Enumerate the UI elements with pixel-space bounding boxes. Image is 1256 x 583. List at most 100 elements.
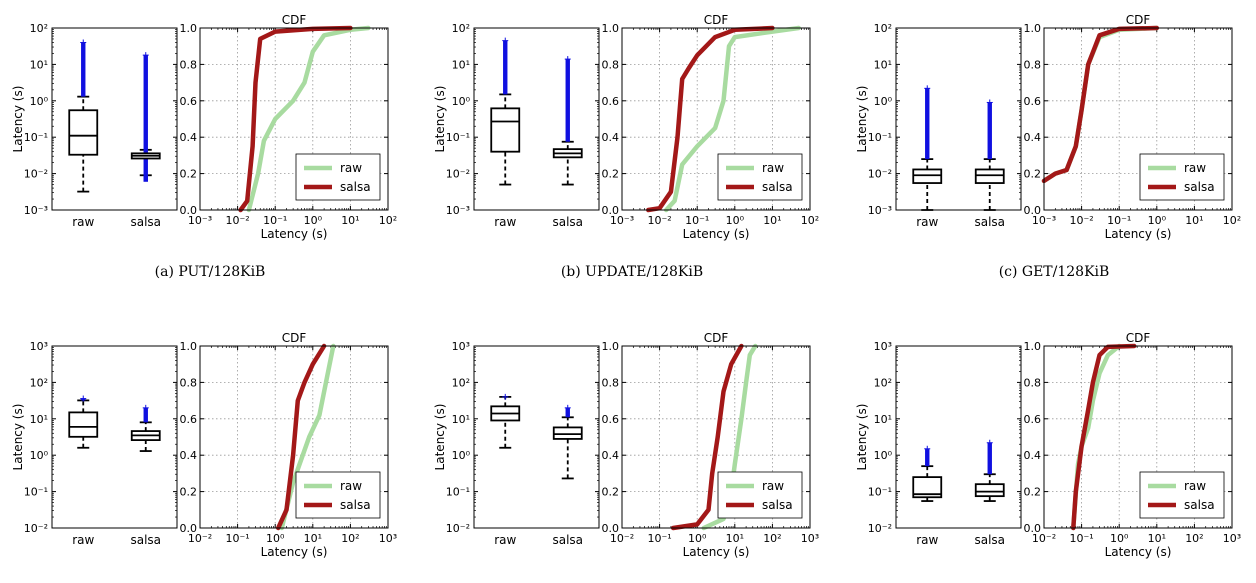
y-tick-label: 1.0 [602, 22, 620, 35]
box-raw [68, 39, 99, 193]
boxplot-panel: 10⁻³ 10⁻² 10⁻¹ 10⁰ 10¹ 10² Latency (s) raw salsa [11, 22, 178, 229]
y-tick-label: 10⁰ [874, 449, 893, 462]
y-tick-label: 0.2 [180, 168, 198, 181]
y-tick-label: 10⁻¹ [868, 131, 892, 144]
cdf-frame [621, 345, 811, 529]
x-tick-label: 10⁻² [610, 532, 634, 545]
x-tick-label: 10² [379, 214, 397, 227]
y-tick-label: 0.4 [602, 131, 620, 144]
legend: raw salsa [717, 153, 803, 201]
subfigure-a: 10⁻³ 10⁻² 10⁻¹ 10⁰ 10¹ 10² Latency (s) raw salsa… [11, 13, 397, 280]
y-tick-label: 0.4 [1024, 131, 1042, 144]
cdf-line-raw [663, 25, 801, 213]
cdf-x-axis-label: Latency (s) [1105, 545, 1172, 559]
y-tick-label: 10⁻³ [24, 204, 48, 217]
y-tick-label: 0.2 [602, 168, 620, 181]
box-raw [912, 85, 943, 211]
box-salsa [130, 404, 161, 452]
x-category-label: salsa [974, 533, 1005, 547]
legend-label-salsa: salsa [1184, 180, 1215, 194]
outlier-points [987, 442, 992, 475]
x-tick-label: 10¹ [1148, 532, 1166, 545]
cdf-panel: 10⁻² 10⁻¹ 10⁰ 10¹ 10² 10³ 0.0 0.2 0.4 0.6 0.8 1.0 CD… [602, 331, 820, 559]
x-tick-label: 10² [763, 532, 781, 545]
cdf-x-axis-label: Latency (s) [261, 545, 328, 559]
y-tick-label: 0.0 [1024, 204, 1042, 217]
cdf-title: CDF [704, 331, 729, 345]
y-tick-label: 0.6 [1024, 95, 1042, 108]
legend-box [717, 471, 803, 519]
x-tick-label: 10² [1223, 214, 1241, 227]
y-tick-label: 0.6 [1024, 413, 1042, 426]
y-tick-label: 10³ [874, 340, 892, 353]
y-tick-label: 10² [452, 376, 470, 389]
cdf-x-axis-label: Latency (s) [261, 227, 328, 241]
y-tick-label: 10⁻¹ [24, 131, 48, 144]
y-tick-label: 10⁻² [24, 522, 48, 535]
boxplot-y-axis-label: Latency (s) [433, 86, 447, 153]
legend-box [295, 153, 381, 201]
y-tick-label: 1.0 [180, 340, 198, 353]
cdf-x-axis-label: Latency (s) [683, 227, 750, 241]
subfigure-b: 10⁻³ 10⁻² 10⁻¹ 10⁰ 10¹ 10² Latency (s) raw salsa… [433, 13, 819, 280]
x-tick-label: 10⁻² [647, 214, 671, 227]
x-category-label: raw [72, 533, 94, 547]
y-tick-label: 0.8 [602, 376, 620, 389]
boxplot-panel: 10⁻² 10⁻¹ 10⁰ 10¹ 10² 10³ Latency (s) raw salsa [11, 340, 178, 547]
y-tick-label: 10⁻³ [446, 204, 470, 217]
x-tick-label: 10⁻² [188, 532, 212, 545]
y-tick-label: 0.6 [602, 413, 620, 426]
legend-box [295, 471, 381, 519]
y-tick-label: 1.0 [1024, 22, 1042, 35]
y-tick-label: 0.2 [1024, 486, 1042, 499]
box-raw [68, 395, 99, 449]
x-tick-label: 10⁰ [688, 532, 707, 545]
cdf-x-axis-label: Latency (s) [683, 545, 750, 559]
y-tick-label: 10⁰ [452, 449, 471, 462]
y-tick-label: 0.6 [602, 95, 620, 108]
box-raw [490, 37, 521, 186]
y-tick-label: 0.4 [180, 449, 198, 462]
x-tick-label: 10¹ [726, 532, 744, 545]
y-tick-label: 10⁰ [452, 95, 471, 108]
x-tick-label: 10⁻² [1032, 532, 1056, 545]
x-category-label: raw [494, 533, 516, 547]
y-tick-label: 0.6 [180, 95, 198, 108]
x-tick-label: 10⁻² [1069, 214, 1093, 227]
x-tick-label: 10¹ [1185, 214, 1203, 227]
y-tick-label: 10² [30, 376, 48, 389]
y-tick-label: 0.8 [602, 58, 620, 71]
legend-label-raw: raw [1184, 161, 1206, 175]
legend: raw salsa [1139, 153, 1225, 201]
y-tick-label: 10³ [30, 340, 48, 353]
x-tick-label: 10⁰ [1148, 214, 1167, 227]
x-category-label: raw [916, 215, 938, 229]
cdf-frame [199, 27, 389, 211]
box-raw [912, 445, 943, 502]
outlier-points [925, 448, 930, 467]
boxplot-y-axis-label: Latency (s) [855, 86, 869, 153]
y-tick-label: 10¹ [452, 413, 470, 426]
legend-label-raw: raw [340, 479, 362, 493]
boxplot-panel: 10⁻³ 10⁻² 10⁻¹ 10⁰ 10¹ 10² Latency (s) raw salsa [855, 22, 1022, 229]
y-tick-label: 0.4 [180, 131, 198, 144]
x-category-label: salsa [974, 215, 1005, 229]
y-tick-label: 0.8 [1024, 58, 1042, 71]
y-tick-label: 10¹ [30, 413, 48, 426]
y-tick-label: 0.8 [180, 376, 198, 389]
cdf-panel: 10⁻³ 10⁻² 10⁻¹ 10⁰ 10¹ 10² 0.0 0.2 0.4 0.6 0.8 1.0 C… [1024, 13, 1242, 241]
cdf-frame [621, 27, 811, 211]
x-tick-label: 10¹ [304, 532, 322, 545]
y-tick-label: 10⁻² [868, 168, 892, 181]
x-tick-label: 10⁻¹ [1107, 214, 1131, 227]
boxplot-y-axis-label: Latency (s) [11, 86, 25, 153]
y-tick-label: 1.0 [602, 340, 620, 353]
x-tick-label: 10⁰ [304, 214, 323, 227]
legend-label-raw: raw [762, 161, 784, 175]
cdf-frame [1043, 27, 1233, 211]
y-tick-label: 0.2 [602, 486, 620, 499]
cdf-title: CDF [704, 13, 729, 27]
boxplot-y-axis-label: Latency (s) [11, 404, 25, 471]
